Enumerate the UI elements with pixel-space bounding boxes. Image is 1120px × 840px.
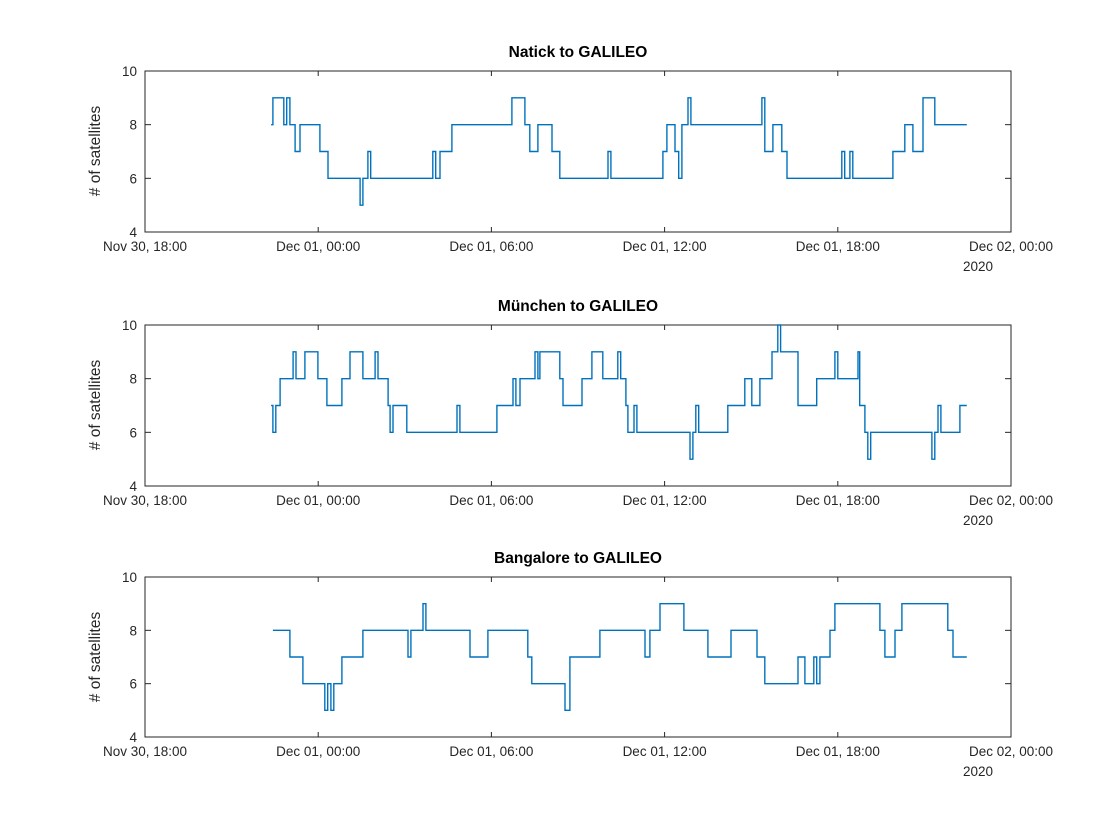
x-tick-label: Dec 01, 06:00 <box>449 239 533 254</box>
axes-box <box>144 576 1012 738</box>
x-tick-label: Dec 01, 00:00 <box>276 239 360 254</box>
axes-box <box>144 70 1012 233</box>
x-tick-label: Nov 30, 18:00 <box>103 493 187 508</box>
y-tick-label: 10 <box>122 64 137 79</box>
y-tick-label: 8 <box>129 372 137 387</box>
x-tick-label: Dec 02, 00:00 <box>969 493 1053 508</box>
y-tick-label: 8 <box>129 118 137 133</box>
x-axis-year-label: 2020 <box>963 764 993 779</box>
x-tick-label: Dec 01, 12:00 <box>623 744 707 759</box>
x-tick-label: Dec 01, 12:00 <box>623 493 707 508</box>
x-tick-label: Dec 01, 00:00 <box>276 744 360 759</box>
y-tick-label: 4 <box>129 730 137 745</box>
x-axis-year-label: 2020 <box>963 513 993 528</box>
y-tick-label: 6 <box>129 425 137 440</box>
x-tick-label: Dec 01, 18:00 <box>796 744 880 759</box>
y-tick-label: 10 <box>122 318 137 333</box>
axes-box <box>144 324 1012 487</box>
y-tick-label: 10 <box>122 570 137 585</box>
y-tick-label: 8 <box>129 623 137 638</box>
x-tick-label: Dec 01, 00:00 <box>276 493 360 508</box>
subplot-title-muenchen: München to GALILEO <box>497 298 659 315</box>
x-tick-label: Dec 01, 18:00 <box>796 493 880 508</box>
x-tick-label: Dec 02, 00:00 <box>969 744 1053 759</box>
subplot-title-natick: Natick to GALILEO <box>508 44 648 61</box>
x-tick-label: Dec 01, 06:00 <box>449 493 533 508</box>
y-tick-label: 4 <box>129 479 137 494</box>
satellite-count-step-line <box>271 324 967 460</box>
satellite-count-step-line <box>272 603 967 711</box>
x-tick-label: Nov 30, 18:00 <box>103 239 187 254</box>
x-tick-label: Dec 01, 06:00 <box>449 744 533 759</box>
x-tick-label: Dec 01, 12:00 <box>623 239 707 254</box>
x-axis-year-label: 2020 <box>963 259 993 274</box>
subplot-title-bangalore: Bangalore to GALILEO <box>494 550 662 567</box>
y-tick-label: 6 <box>129 677 137 692</box>
x-tick-label: Dec 02, 00:00 <box>969 239 1053 254</box>
y-tick-label: 4 <box>129 225 137 240</box>
y-tick-label: 6 <box>129 171 137 186</box>
satellite-count-step-line <box>271 97 967 206</box>
x-tick-label: Dec 01, 18:00 <box>796 239 880 254</box>
x-tick-label: Nov 30, 18:00 <box>103 744 187 759</box>
